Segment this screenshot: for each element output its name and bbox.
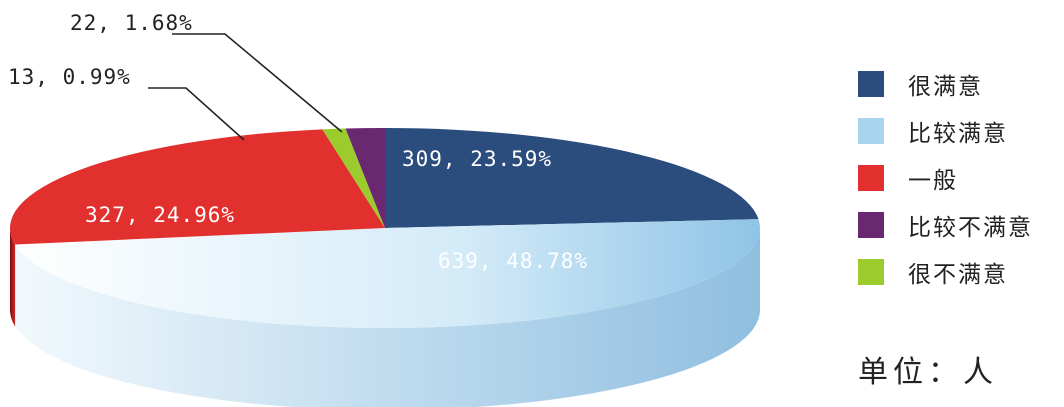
callout-line [172,33,343,133]
unit-label: 单位：人 [858,355,998,390]
pie-sides [10,228,760,407]
pie-slice-比较满意 [15,219,760,328]
pie-slice-很满意 [385,128,759,228]
legend: 很满意 比较满意 一般 比较不满意 很不满意 [858,60,1033,295]
pie-slice-一般 [9,129,386,245]
legend-swatch [858,70,884,97]
pie-chart: 13, 0.99% 22, 1.68% 309, 23.59% 639, 48.78… [8,11,760,407]
pie-slice-比较不满意 [345,128,385,228]
legend-swatch [858,117,884,144]
legend-swatch [858,258,884,285]
legend-swatch [858,211,884,238]
pie-callouts: 13, 0.99% 22, 1.68% [8,11,343,141]
pie-tops [9,128,760,328]
callout-label: 13, 0.99% [8,65,131,89]
legend-label: 很不满意 [908,261,1008,288]
callout-line [148,87,245,141]
callout-label: 22, 1.68% [70,11,193,35]
pie-labels: 309, 23.59% 639, 48.78% 327, 24.96% [85,147,588,273]
legend-item: 很不满意 [858,248,1033,295]
legend-item: 比较不满意 [858,201,1033,248]
legend-item: 一般 [858,154,1033,201]
legend-label: 比较满意 [908,120,1008,147]
pie-side-一般 [10,228,16,327]
legend-item: 比较满意 [858,107,1033,154]
slice-label: 309, 23.59% [402,147,552,171]
legend-label: 一般 [908,167,958,194]
slice-label: 327, 24.96% [85,203,235,227]
pie-slice-很不满意 [322,128,385,228]
slice-label: 639, 48.78% [438,249,588,273]
legend-label: 很满意 [908,73,983,100]
pie-side-比较满意 [15,228,760,407]
legend-label: 比较不满意 [908,214,1033,241]
legend-swatch [858,164,884,191]
legend-item: 很满意 [858,60,1033,107]
